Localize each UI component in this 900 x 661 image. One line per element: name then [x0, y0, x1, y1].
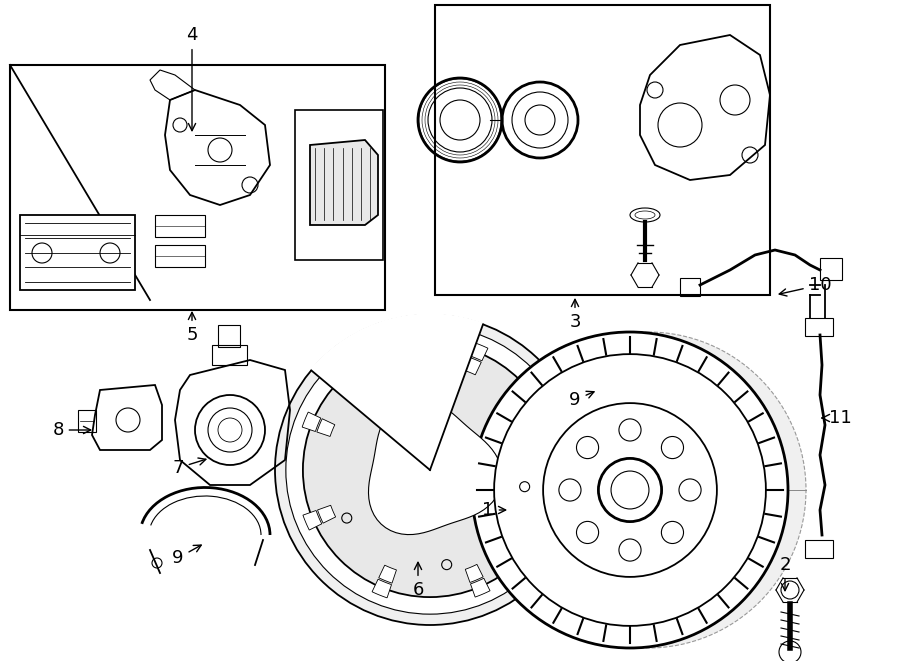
Bar: [435, 5, 770, 295]
Bar: [820, 258, 842, 280]
Circle shape: [662, 522, 683, 543]
Bar: [805, 318, 833, 336]
Circle shape: [490, 332, 806, 648]
Polygon shape: [303, 510, 321, 530]
Polygon shape: [368, 399, 502, 535]
Polygon shape: [538, 410, 557, 430]
Text: 8: 8: [52, 421, 91, 439]
Circle shape: [577, 522, 598, 543]
Polygon shape: [372, 579, 392, 598]
Circle shape: [619, 419, 641, 441]
Circle shape: [494, 354, 766, 626]
Polygon shape: [302, 412, 320, 432]
Polygon shape: [317, 418, 335, 436]
Text: 1: 1: [482, 501, 506, 519]
Bar: [20, 215, 135, 290]
Polygon shape: [370, 343, 390, 362]
Polygon shape: [465, 564, 483, 582]
Text: 11: 11: [823, 409, 851, 427]
Text: 10: 10: [779, 276, 832, 296]
Text: 3: 3: [569, 299, 580, 331]
Circle shape: [195, 395, 265, 465]
Text: 4: 4: [186, 26, 198, 131]
Circle shape: [619, 539, 641, 561]
Polygon shape: [379, 565, 396, 583]
Bar: [10, 65, 385, 310]
Bar: [212, 345, 247, 365]
Polygon shape: [464, 357, 482, 375]
Circle shape: [662, 436, 683, 459]
Bar: [295, 110, 383, 260]
Circle shape: [286, 326, 574, 614]
Text: 2: 2: [779, 556, 791, 591]
Circle shape: [679, 479, 701, 501]
Text: 9: 9: [569, 391, 594, 409]
Polygon shape: [525, 417, 543, 435]
Bar: [218, 325, 240, 347]
Polygon shape: [310, 140, 378, 225]
Circle shape: [577, 436, 598, 459]
Polygon shape: [539, 508, 558, 528]
Text: 7: 7: [172, 458, 206, 477]
Polygon shape: [377, 358, 395, 375]
Polygon shape: [526, 504, 543, 522]
Polygon shape: [471, 578, 490, 597]
Polygon shape: [469, 342, 488, 361]
Circle shape: [472, 332, 788, 648]
Text: 6: 6: [412, 563, 424, 599]
Circle shape: [543, 403, 717, 577]
Text: 9: 9: [172, 545, 202, 567]
Circle shape: [559, 479, 581, 501]
Polygon shape: [318, 505, 336, 523]
Bar: [805, 540, 833, 558]
Bar: [78, 410, 96, 432]
Wedge shape: [310, 313, 483, 470]
Text: 5: 5: [186, 313, 198, 344]
Circle shape: [303, 343, 557, 597]
Circle shape: [275, 315, 585, 625]
Bar: [680, 278, 700, 296]
